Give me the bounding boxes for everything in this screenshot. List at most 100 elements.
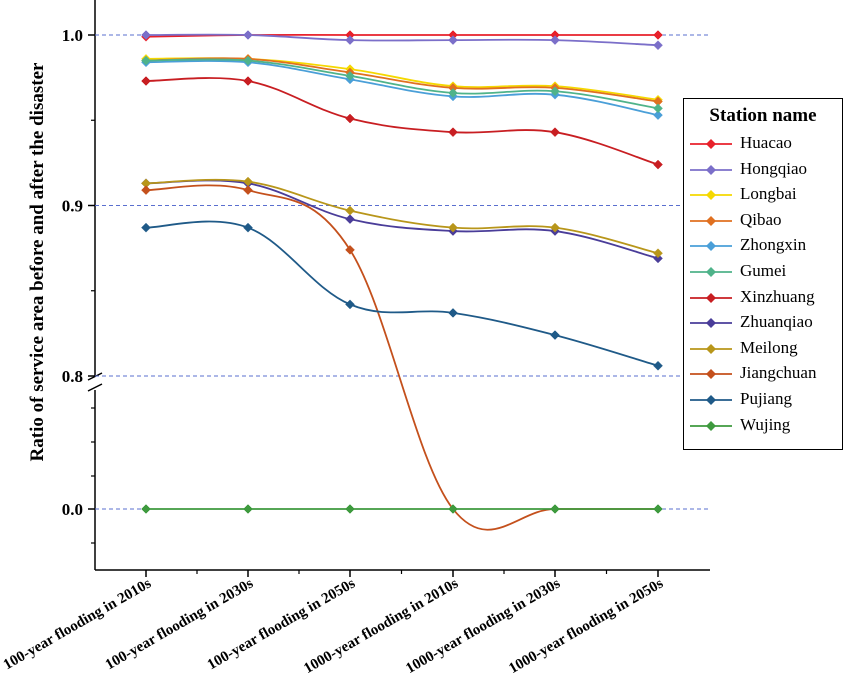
legend-label: Qibao xyxy=(740,209,782,229)
legend-item-longbai: Longbai xyxy=(684,182,842,208)
data-point-zhongxin xyxy=(653,110,663,120)
data-point-xinzhuang xyxy=(141,76,151,86)
data-point-jiangchuan xyxy=(243,185,253,196)
data-point-wujing xyxy=(448,504,458,514)
data-point-wujing xyxy=(141,504,151,514)
series-xinzhuang xyxy=(141,76,663,170)
legend-item-wujing: Wujing xyxy=(684,413,842,439)
series-hongqiao xyxy=(141,30,663,51)
legend-item-zhongxin: Zhongxin xyxy=(684,233,842,259)
data-point-gumei xyxy=(141,55,151,66)
legend-swatch-zhongxin xyxy=(690,241,732,252)
series-line-meilong xyxy=(145,178,659,255)
series-gumei xyxy=(141,55,663,114)
series-wujing xyxy=(141,504,663,514)
legend-swatch-jiangchuan xyxy=(690,369,732,380)
y-tick-label: 0.0 xyxy=(62,500,83,519)
data-point-wujing xyxy=(345,504,355,514)
data-point-hongqiao xyxy=(653,40,663,51)
legend-swatch-pujiang xyxy=(690,395,732,405)
data-point-jiangchuan xyxy=(141,185,151,196)
data-point-xinzhuang xyxy=(653,159,663,170)
data-point-gumei xyxy=(550,86,560,97)
data-point-xinzhuang xyxy=(448,127,458,138)
data-point-huacao xyxy=(653,30,663,40)
data-point-wujing xyxy=(550,504,560,514)
data-point-jiangchuan xyxy=(345,244,355,255)
series-line-gumei xyxy=(145,58,659,110)
y-tick-label: 1.0 xyxy=(62,26,83,45)
data-point-meilong xyxy=(653,248,663,259)
series-line-hongqiao xyxy=(145,33,659,47)
series-line-zhuanqiao xyxy=(145,179,659,260)
legend-label: Zhongxin xyxy=(740,235,807,255)
legend-label: Hongqiao xyxy=(740,158,808,178)
data-point-pujiang xyxy=(448,308,458,318)
data-point-pujiang xyxy=(550,330,560,340)
series-layer xyxy=(141,30,663,531)
legend-swatch-hongqiao xyxy=(690,164,732,175)
legend-item-hongqiao: Hongqiao xyxy=(684,157,842,183)
data-point-zhuanqiao xyxy=(345,214,355,224)
legend-label: Zhuanqiao xyxy=(740,312,813,332)
legend-item-xinzhuang: Xinzhuang xyxy=(684,285,842,311)
series-line-xinzhuang xyxy=(145,77,659,166)
legend-item-pujiang: Pujiang xyxy=(684,387,842,413)
legend-swatch-meilong xyxy=(690,343,732,354)
data-point-gumei xyxy=(448,88,458,98)
series-line-zhongxin xyxy=(145,60,659,117)
data-point-gumei xyxy=(243,55,253,66)
y-axis-label: Ratio of service area before and after t… xyxy=(27,62,48,462)
axes xyxy=(87,0,710,577)
data-point-meilong xyxy=(550,222,560,233)
data-point-xinzhuang xyxy=(345,113,355,124)
legend-label: Longbai xyxy=(740,184,797,204)
legend-swatch-longbai xyxy=(690,190,732,201)
data-point-pujiang xyxy=(345,299,355,310)
data-point-meilong xyxy=(448,222,458,233)
series-meilong xyxy=(141,176,663,259)
series-line-qibao xyxy=(145,57,659,103)
legend-label: Xinzhuang xyxy=(740,286,815,306)
data-point-pujiang xyxy=(653,360,663,371)
legend-label: Meilong xyxy=(740,337,798,357)
legend-item-meilong: Meilong xyxy=(684,336,842,362)
legend: Station name Huacao Hongqiao Longbai Qibao Z… xyxy=(683,98,843,450)
y-tick-labels: 0.0 0.8 0.9 1.0 xyxy=(62,26,83,519)
data-point-pujiang xyxy=(141,222,151,233)
data-point-pujiang xyxy=(243,222,253,233)
data-point-gumei xyxy=(345,71,355,81)
legend-item-huacao: Huacao xyxy=(684,131,842,157)
data-point-hongqiao xyxy=(141,30,151,40)
legend-label: Wujing xyxy=(740,414,791,434)
legend-label: Gumei xyxy=(740,261,787,280)
data-point-zhuanqiao xyxy=(653,253,663,264)
data-point-hongqiao xyxy=(550,35,560,45)
series-line-pujiang xyxy=(145,220,659,367)
data-point-gumei xyxy=(653,103,663,114)
axis-break-mark xyxy=(87,383,103,392)
legend-swatch-wujing xyxy=(690,420,732,431)
y-tick-label: 0.8 xyxy=(62,367,83,386)
legend-swatch-qibao xyxy=(690,215,732,226)
legend-item-qibao: Qibao xyxy=(684,208,842,234)
data-point-hongqiao xyxy=(448,35,458,45)
legend-swatch-xinzhuang xyxy=(690,292,732,303)
data-point-hongqiao xyxy=(345,35,355,45)
legend-swatch-huacao xyxy=(690,139,732,149)
legend-swatch-gumei xyxy=(690,267,732,277)
legend-label: Huacao xyxy=(740,133,792,152)
legend-item-zhuanqiao: Zhuanqiao xyxy=(684,310,842,336)
legend-label: Jiangchuan xyxy=(740,363,817,383)
data-point-hongqiao xyxy=(243,30,253,40)
legend-item-jiangchuan: Jiangchuan xyxy=(684,361,842,387)
legend-item-gumei: Gumei xyxy=(684,259,842,285)
data-point-xinzhuang xyxy=(243,76,253,86)
legend-swatch-zhuanqiao xyxy=(690,318,732,329)
legend-title: Station name xyxy=(709,105,817,126)
data-point-meilong xyxy=(345,205,355,216)
y-tick-label: 0.9 xyxy=(62,197,83,216)
legend-label: Pujiang xyxy=(740,389,792,408)
